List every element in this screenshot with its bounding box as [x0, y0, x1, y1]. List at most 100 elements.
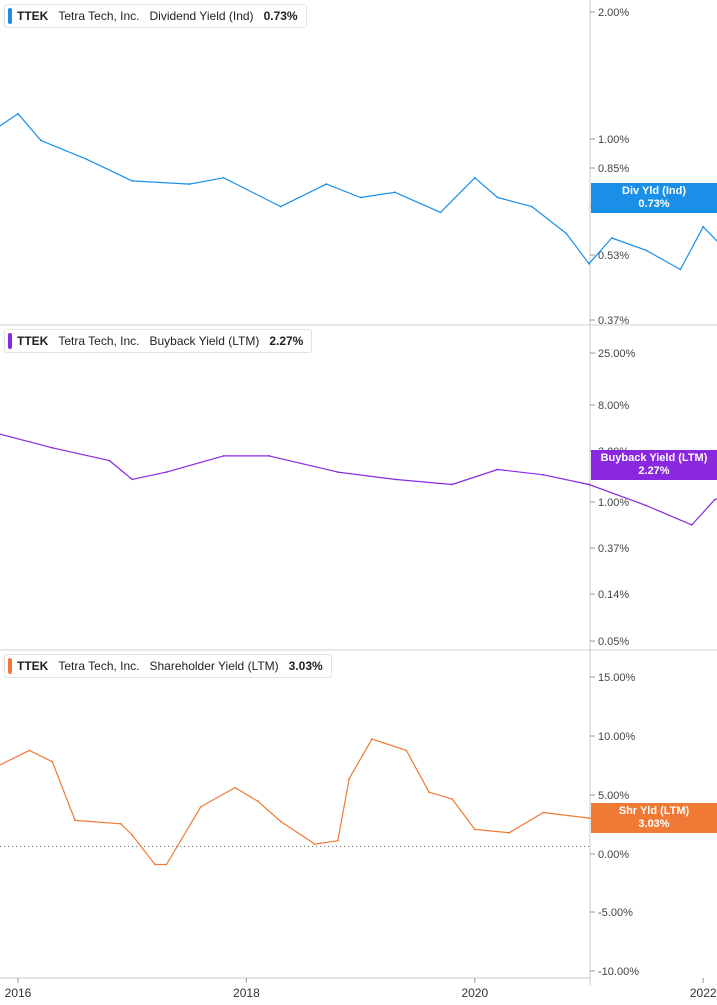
legend-buyback-yield: TTEK Tetra Tech, Inc. Buyback Yield (LTM…	[4, 329, 313, 353]
data-point	[451, 483, 453, 486]
data-point	[679, 268, 682, 271]
data-point	[234, 786, 236, 789]
data-point	[154, 863, 156, 866]
y-tick-label: 0.37%	[598, 315, 629, 327]
data-point	[645, 249, 647, 252]
y-tick-label: -5.00%	[598, 907, 633, 919]
y-tick-label: 1.00%	[598, 134, 629, 146]
x-tick-label: 2018	[233, 986, 260, 1000]
legend-ticker: TTEK	[17, 334, 49, 348]
data-point	[359, 196, 362, 199]
y-tick-label: 0.53%	[598, 250, 629, 262]
data-point	[588, 483, 590, 486]
data-point	[325, 183, 328, 185]
series-color-swatch	[8, 8, 12, 24]
legend-value: 2.27%	[269, 334, 304, 348]
data-point	[348, 777, 351, 780]
value-box-buyback-yield: Buyback Yield (LTM) 2.27%	[591, 450, 717, 480]
legend-value: 0.73%	[263, 9, 298, 23]
y-tick-label: -10.00%	[598, 966, 639, 978]
data-point	[119, 822, 122, 825]
data-point	[645, 504, 647, 507]
value-box-value: 3.03%	[638, 818, 670, 830]
data-point	[268, 454, 271, 457]
y-tick-label: 1.00%	[598, 497, 629, 509]
data-point	[451, 798, 453, 800]
data-point	[496, 468, 499, 471]
data-point	[131, 478, 134, 481]
data-point	[17, 112, 19, 115]
data-point	[473, 828, 476, 831]
data-point	[131, 180, 134, 182]
data-point	[565, 232, 568, 235]
data-point	[165, 471, 168, 473]
data-point	[702, 225, 705, 228]
y-tick-label: 0.00%	[598, 849, 629, 861]
value-box-label: Buyback Yield (LTM)	[600, 452, 708, 464]
data-point	[542, 811, 545, 814]
data-point	[28, 749, 31, 752]
y-tick-label: 15.00%	[598, 672, 636, 684]
data-point	[222, 176, 225, 179]
x-tick-label: 2020	[461, 986, 488, 1000]
data-point	[336, 839, 339, 842]
value-box-shareholder-yield: Shr Yld (LTM) 3.03%	[591, 803, 717, 833]
legend-company: Tetra Tech, Inc.	[58, 659, 140, 673]
data-point	[108, 459, 111, 462]
data-point	[336, 471, 339, 473]
data-point	[690, 524, 693, 526]
data-point	[279, 205, 282, 208]
value-box-label: Div Yld (Ind)	[622, 185, 686, 197]
data-point	[371, 738, 373, 740]
legend-metric: Shareholder Yield (LTM)	[149, 659, 279, 673]
data-point	[393, 478, 396, 481]
y-tick-label: 8.00%	[598, 400, 629, 412]
data-point	[279, 820, 282, 823]
data-point	[393, 191, 396, 194]
legend-company: Tetra Tech, Inc.	[58, 334, 140, 348]
y-tick-label: 10.00%	[598, 731, 636, 743]
data-point	[85, 158, 88, 161]
data-point	[588, 262, 590, 265]
data-point	[314, 843, 316, 846]
data-point	[51, 446, 54, 449]
data-point	[610, 237, 613, 239]
legend-company: Tetra Tech, Inc.	[58, 9, 140, 23]
data-point	[74, 819, 76, 822]
data-point	[496, 196, 499, 199]
data-point	[473, 176, 476, 179]
data-point	[542, 473, 545, 476]
data-point	[713, 498, 716, 501]
legend-ticker: TTEK	[17, 9, 49, 23]
value-box-value: 2.27%	[638, 465, 670, 477]
data-point	[199, 805, 202, 808]
data-point	[439, 211, 442, 214]
data-point	[256, 800, 259, 803]
data-point	[428, 791, 431, 794]
y-tick-label: 25.00%	[598, 348, 636, 360]
data-point	[165, 863, 168, 866]
value-box-dividend-yield: Div Yld (Ind) 0.73%	[591, 183, 717, 213]
value-box-value: 0.73%	[638, 198, 670, 210]
series-line-2	[0, 738, 717, 866]
data-point	[188, 183, 191, 185]
data-point	[222, 454, 225, 457]
data-point	[405, 749, 408, 752]
legend-metric: Buyback Yield (LTM)	[149, 334, 260, 348]
data-point	[588, 817, 590, 820]
legend-ticker: TTEK	[17, 659, 49, 673]
data-point	[508, 831, 510, 834]
legend-dividend-yield: TTEK Tetra Tech, Inc. Dividend Yield (In…	[4, 4, 307, 28]
y-tick-label: 0.14%	[598, 589, 629, 601]
series-line-0	[0, 113, 717, 271]
legend-shareholder-yield: TTEK Tetra Tech, Inc. Shareholder Yield …	[4, 654, 332, 678]
series-color-swatch	[8, 658, 12, 674]
data-point	[531, 205, 533, 208]
y-tick-label: 0.05%	[598, 636, 629, 648]
y-tick-label: 0.85%	[598, 163, 629, 175]
x-tick-label: 2016	[5, 986, 32, 1000]
y-tick-label: 5.00%	[598, 790, 629, 802]
series-color-swatch	[8, 333, 12, 349]
data-point	[51, 760, 54, 763]
